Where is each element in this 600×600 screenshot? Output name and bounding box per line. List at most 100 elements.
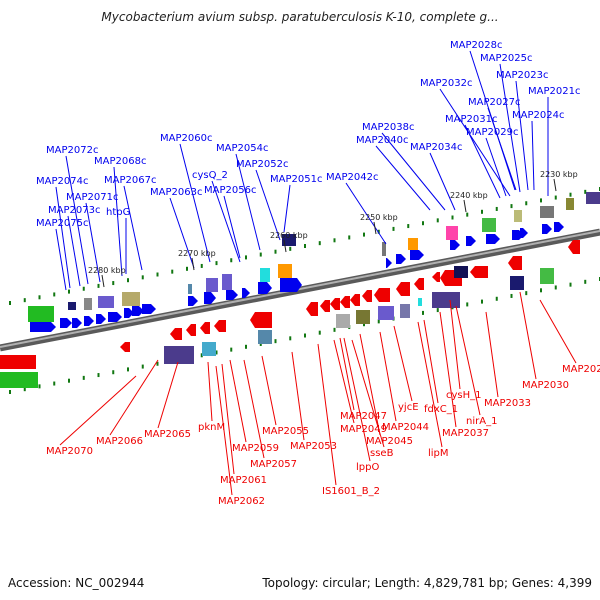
gene-label-reverse: nirA_1 xyxy=(466,416,497,427)
tick-mark xyxy=(466,302,469,307)
gene-label-forward: MAP2021c xyxy=(528,86,580,97)
leader-line-reverse xyxy=(339,337,355,411)
tick-mark xyxy=(584,189,587,194)
gene-label-forward: MAP2025c xyxy=(480,53,532,64)
gene-label-forward: MAP2068c xyxy=(94,156,146,167)
tick-mark xyxy=(68,289,70,294)
feature-box xyxy=(446,226,458,240)
leader-line-forward xyxy=(255,169,281,241)
tick-mark xyxy=(348,235,351,240)
gene-label-reverse: cysH_1 xyxy=(446,390,482,401)
tick-mark xyxy=(451,215,454,220)
feature-box xyxy=(566,198,574,210)
tick-mark xyxy=(525,201,528,206)
gene-label-forward: MAP2027c xyxy=(468,97,520,108)
gene-label-reverse: MAP2026 xyxy=(562,364,600,375)
gene-arrow-forward xyxy=(84,316,94,326)
tick-mark xyxy=(436,218,439,223)
gene-label-reverse: lipM xyxy=(428,448,449,459)
gene-arrow-forward xyxy=(520,228,528,238)
gene-label-forward: MAP2075c xyxy=(36,218,88,229)
tick-mark xyxy=(9,390,11,394)
leader-line-reverse xyxy=(485,311,499,398)
gene-label-forward: MAP2032c xyxy=(420,78,472,89)
feature-box xyxy=(432,292,460,308)
leader-line-forward xyxy=(464,124,501,199)
gene-label-reverse: MAP2065 xyxy=(144,429,191,440)
gene-arrow-forward xyxy=(554,222,564,232)
feature-box xyxy=(222,274,232,290)
leader-line-reverse xyxy=(317,343,337,486)
gene-arrow-reverse xyxy=(250,312,272,328)
gene-label-reverse: MAP2030 xyxy=(522,380,569,391)
tick-mark xyxy=(466,212,469,217)
tick-label: 2260 kbp xyxy=(270,231,308,240)
tick-mark xyxy=(245,255,247,260)
leader-line-forward xyxy=(375,145,431,211)
tick-mark xyxy=(97,373,100,378)
tick-mark xyxy=(584,279,587,284)
feature-box xyxy=(540,268,554,284)
gene-label-reverse: MAP2055 xyxy=(262,426,309,437)
tick-mark xyxy=(200,263,203,268)
gene-label-reverse: pknM xyxy=(198,422,225,433)
gene-arrow-forward xyxy=(542,224,552,234)
tick-mark xyxy=(156,361,159,366)
gene-arrow-reverse xyxy=(362,290,372,302)
tick-mark xyxy=(141,275,144,280)
gene-arrow-forward xyxy=(386,258,392,268)
tick-mark xyxy=(156,272,159,277)
leader-line-reverse xyxy=(455,305,481,416)
tick-mark xyxy=(97,283,100,288)
feature-box xyxy=(514,210,522,222)
feature-box xyxy=(202,342,216,356)
gene-label-reverse: yjcE xyxy=(398,402,419,413)
gene-arrow-forward xyxy=(72,318,82,328)
tick-mark xyxy=(304,244,306,248)
gene-label-forward: MAP2054c xyxy=(216,143,268,154)
tick-mark xyxy=(171,269,174,274)
leader-line-forward xyxy=(515,80,529,191)
gene-arrow-reverse xyxy=(200,322,210,334)
gene-arrow-forward xyxy=(466,236,476,246)
gene-arrow-reverse xyxy=(186,324,196,336)
gene-label-forward: MAP2071c xyxy=(66,192,118,203)
tick-mark xyxy=(333,238,336,243)
gene-arrow-reverse xyxy=(374,288,390,302)
gene-label-forward: MAP2073c xyxy=(48,205,100,216)
feature-box xyxy=(98,296,114,308)
feature-box xyxy=(586,192,600,204)
leader-line-reverse xyxy=(109,359,159,436)
feature-box xyxy=(356,310,370,324)
tick-mark xyxy=(112,370,115,375)
leader-line-forward xyxy=(211,180,241,263)
leader-line-reverse xyxy=(393,325,413,402)
gene-arrow-reverse xyxy=(396,282,410,296)
tick-mark xyxy=(289,336,292,341)
feature-box xyxy=(408,238,418,250)
leader-line-forward xyxy=(235,153,261,251)
gene-label-forward: MAP2028c xyxy=(450,40,502,51)
tick-mark xyxy=(9,301,11,305)
feature-box xyxy=(282,234,296,246)
leader-line-forward xyxy=(55,186,71,289)
tick-mark xyxy=(304,333,306,338)
gene-arrow-forward xyxy=(396,254,406,264)
tick-mark xyxy=(569,192,572,197)
feature-box xyxy=(164,346,194,364)
tick-mark xyxy=(407,224,410,229)
gene-labels: MAP2028c MAP2025c MAP2023c MAP2021c MAP2032c… xyxy=(36,40,600,507)
leader-line-forward xyxy=(169,197,195,269)
leader-line-forward xyxy=(223,195,241,259)
gene-label-forward: MAP2038c xyxy=(362,122,414,133)
feature-box xyxy=(418,298,422,306)
gene-label-reverse: MAP2045 xyxy=(366,436,413,447)
gene-label-reverse: MAP2059 xyxy=(232,443,279,454)
gene-arrow-reverse xyxy=(350,294,360,306)
leader-line-reverse xyxy=(333,339,355,424)
gene-label-forward: MAP2034c xyxy=(410,142,462,153)
tick-mark xyxy=(333,327,336,332)
gene-arrow-reverse xyxy=(170,328,182,340)
tick-mark xyxy=(53,381,56,386)
leader-line-forward xyxy=(381,132,446,211)
